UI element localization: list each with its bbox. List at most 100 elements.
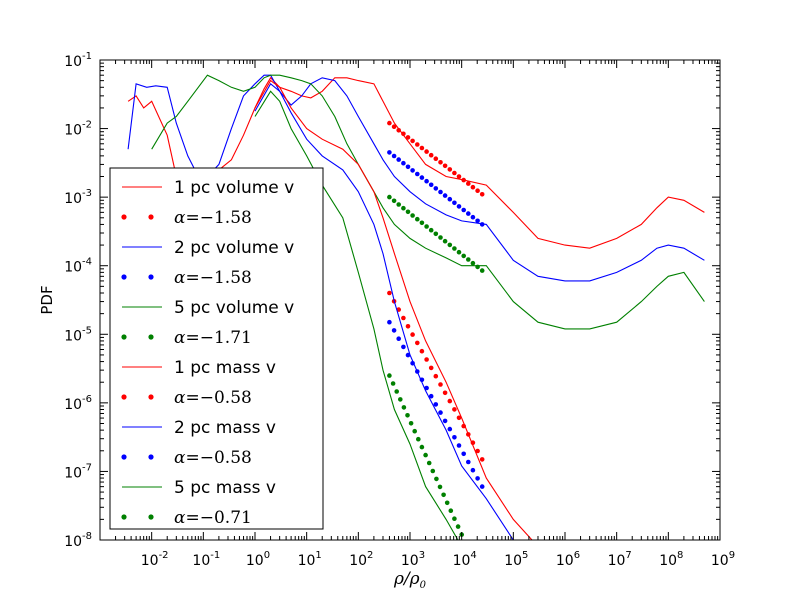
legend-label: α=−1.71 bbox=[174, 328, 252, 348]
legend-entry: 2 pc volume v bbox=[122, 238, 294, 258]
series-dots-11 bbox=[387, 373, 465, 537]
legend: 1 pc volume v α=−1.58 2 pc volume v α=−1.58… bbox=[109, 167, 324, 530]
series-dot bbox=[430, 468, 436, 474]
legend-entry: 1 pc volume v bbox=[122, 178, 294, 198]
series-dot bbox=[456, 415, 462, 421]
series-dot bbox=[396, 336, 402, 342]
series-dot bbox=[455, 524, 461, 529]
series-dots-7 bbox=[387, 290, 485, 462]
series-dot bbox=[442, 163, 448, 169]
series-dot bbox=[419, 377, 425, 383]
series-dot bbox=[461, 177, 467, 183]
series-dot bbox=[456, 249, 462, 255]
series-dot bbox=[428, 227, 434, 233]
series-dot bbox=[475, 448, 480, 454]
legend-entry: 2 pc mass v bbox=[122, 418, 276, 438]
series-dot bbox=[428, 182, 434, 188]
series-dot bbox=[479, 192, 485, 197]
series-dots-3 bbox=[387, 150, 485, 227]
series-dot bbox=[387, 290, 392, 296]
series-dot bbox=[387, 150, 392, 155]
legend-entry: α=−0.58 bbox=[121, 448, 252, 468]
x-tick-label: 106 bbox=[556, 550, 580, 569]
series-dot bbox=[387, 373, 392, 378]
legend-label: α=−0.58 bbox=[174, 448, 252, 468]
series-dot bbox=[419, 175, 425, 180]
series-dot bbox=[447, 242, 453, 248]
series-line-10 bbox=[254, 90, 459, 540]
y-tick-label: 10-3 bbox=[64, 188, 92, 207]
legend-entry: 1 pc mass v bbox=[122, 358, 276, 378]
series-dot bbox=[438, 189, 443, 195]
series-dot bbox=[479, 268, 485, 273]
series-line-6 bbox=[254, 79, 533, 540]
series-dot bbox=[419, 220, 425, 226]
series-dot bbox=[452, 435, 457, 440]
legend-box bbox=[109, 167, 324, 530]
legend-entry: α=−0.71 bbox=[121, 508, 252, 528]
series-dot bbox=[442, 418, 448, 424]
series-dot bbox=[391, 124, 397, 129]
x-tick-label: 102 bbox=[349, 550, 373, 569]
series-dot bbox=[438, 160, 443, 165]
legend-label: α=−1.58 bbox=[174, 208, 252, 228]
series-dot bbox=[415, 171, 420, 177]
y-axis-label: PDF bbox=[38, 285, 56, 314]
series-dot bbox=[433, 186, 439, 191]
series-dot bbox=[466, 211, 471, 216]
x-tick-label: 100 bbox=[246, 550, 270, 569]
legend-dot-swatch bbox=[148, 454, 154, 460]
axis-ticks: 10-2 10-1 100 101 102 103 104 105 106 107 108 109 10… bbox=[64, 51, 735, 569]
series-dot bbox=[433, 373, 439, 379]
x-tick-label: 108 bbox=[659, 550, 683, 569]
plot-area bbox=[127, 74, 705, 540]
series-dot bbox=[452, 407, 457, 412]
series-dot bbox=[415, 340, 420, 346]
series-dot bbox=[424, 357, 429, 362]
series-dot bbox=[428, 393, 434, 399]
x-tick-label: 109 bbox=[711, 550, 735, 569]
series-dot bbox=[401, 315, 406, 321]
series-dot bbox=[401, 344, 406, 350]
series-dot bbox=[387, 319, 392, 325]
series-dot bbox=[396, 157, 402, 162]
series-dot bbox=[419, 444, 425, 450]
series-dot bbox=[475, 218, 480, 224]
series-dot bbox=[466, 257, 471, 262]
series-dot bbox=[401, 205, 406, 211]
series-dot bbox=[405, 352, 411, 358]
series-dot bbox=[438, 410, 443, 415]
series-dot bbox=[448, 508, 454, 513]
series-dot bbox=[475, 264, 480, 270]
legend-dot-swatch bbox=[148, 214, 154, 220]
legend-dot-swatch bbox=[121, 214, 127, 220]
series-dot bbox=[461, 253, 467, 259]
series-dot bbox=[401, 160, 406, 166]
legend-label: 5 pc mass v bbox=[174, 478, 276, 498]
series-dot bbox=[405, 164, 411, 170]
legend-dot-swatch bbox=[121, 274, 127, 280]
series-dot bbox=[447, 398, 453, 404]
series-dot bbox=[470, 467, 476, 473]
series-dot bbox=[390, 381, 396, 386]
series-dot bbox=[405, 324, 411, 329]
legend-dot-swatch bbox=[121, 454, 127, 460]
y-tick-label: 10-5 bbox=[64, 325, 92, 344]
legend-entry: 5 pc mass v bbox=[122, 478, 276, 498]
series-dot bbox=[456, 204, 462, 209]
series-dot bbox=[424, 149, 429, 154]
legend-entry: α=−1.58 bbox=[121, 268, 252, 288]
series-dot bbox=[447, 167, 453, 172]
series-dot bbox=[479, 222, 485, 227]
series-dot bbox=[433, 231, 439, 237]
series-dot bbox=[391, 328, 397, 333]
series-dot bbox=[438, 235, 443, 240]
series-dot bbox=[423, 452, 428, 458]
series-dots-9 bbox=[387, 319, 485, 489]
series-dot bbox=[428, 365, 434, 371]
legend-entry: α=−1.71 bbox=[121, 328, 252, 348]
series-line-8 bbox=[254, 82, 514, 540]
legend-label: α=−0.58 bbox=[174, 388, 252, 408]
y-tick-label: 10-1 bbox=[64, 51, 92, 70]
